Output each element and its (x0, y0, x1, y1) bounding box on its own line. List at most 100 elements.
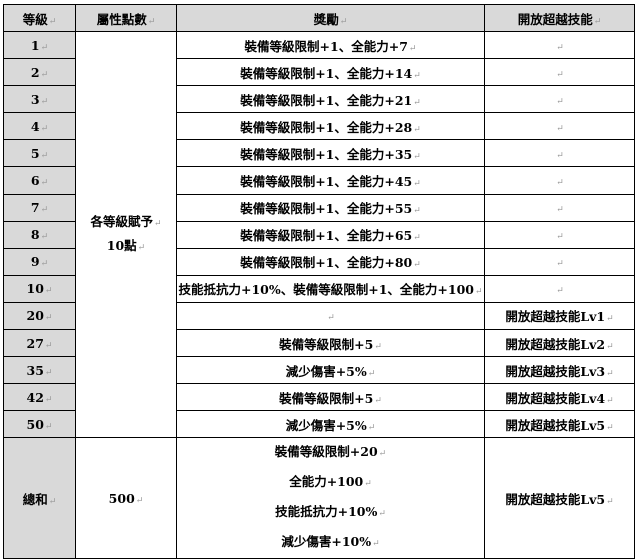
reward-cell: 裝備等級限制+1、全能力+21 (176, 85, 485, 114)
reward-text: 裝備等級限制+1、全能力+55 (240, 201, 421, 216)
reward-text: 裝備等級限制+1、全能力+14 (240, 66, 421, 81)
skill-text (555, 119, 564, 134)
level-text: 10 (27, 281, 53, 296)
skill-text (555, 146, 564, 161)
reward-cell: 減少傷害+5% (176, 410, 485, 439)
header-skill-text: 開放超越技能 (518, 12, 602, 27)
skill-cell (484, 139, 635, 168)
level-rewards-table: 等級 屬性點數 獎勵 開放超越技能 1各等級賦予10點裝備等級限制+1、全能力+… (3, 4, 635, 559)
reward-cell: 裝備等級限制+1、全能力+14 (176, 58, 485, 87)
level-text: 7 (31, 200, 48, 215)
skill-cell (484, 30, 635, 60)
level-text: 50 (27, 417, 53, 432)
reward-text: 裝備等級限制+1、全能力+80 (240, 255, 421, 270)
header-level-text: 等級 (23, 12, 57, 27)
total-points: 500 (75, 437, 177, 559)
attribute-points-cell: 各等級賦予10點 (75, 30, 177, 439)
level-cell: 8 (3, 220, 76, 249)
level-cell: 9 (3, 247, 76, 276)
skill-cell (484, 85, 635, 114)
reward-cell: 裝備等級限制+1、全能力+45 (176, 166, 485, 195)
skill-text (555, 38, 564, 53)
table-row: 6 裝備等級限制+1、全能力+45 (3, 166, 635, 195)
skill-cell: 開放超越技能Lv4 (484, 383, 635, 412)
level-text: 5 (31, 146, 48, 161)
total-skill: 開放超越技能Lv5 (484, 437, 635, 559)
header-attribute-points-text: 屬性點數 (97, 12, 156, 27)
level-text: 42 (27, 390, 53, 405)
reward-text: 裝備等級限制+1、全能力+7 (245, 39, 417, 54)
reward-cell: 裝備等級限制+1、全能力+28 (176, 112, 485, 141)
level-cell: 10 (3, 274, 76, 303)
table-row: 3 裝備等級限制+1、全能力+21 (3, 85, 635, 114)
reward-cell: 裝備等級限制+1、全能力+80 (176, 247, 485, 276)
reward-cell: 減少傷害+5% (176, 356, 485, 385)
table-row: 9 裝備等級限制+1、全能力+80 (3, 247, 635, 276)
level-cell: 2 (3, 58, 76, 87)
table-row: 50 減少傷害+5% 開放超越技能Lv5 (3, 410, 635, 439)
skill-text: 開放超越技能Lv4 (505, 391, 613, 406)
level-cell: 35 (3, 356, 76, 385)
level-cell: 7 (3, 193, 76, 222)
total-reward-line: 全能力+100 (178, 468, 484, 498)
reward-text: 減少傷害+5% (286, 364, 376, 379)
total-label-text: 總和 (23, 492, 57, 507)
reward-cell: 技能抵抗力+10%、裝備等級限制+1、全能力+100 (176, 274, 485, 303)
skill-text: 開放超越技能Lv5 (505, 418, 613, 433)
total-points-text: 500 (109, 491, 144, 506)
reward-cell: 裝備等級限制+1、全能力+35 (176, 139, 485, 168)
skill-cell: 開放超越技能Lv2 (484, 329, 635, 358)
level-text: 6 (31, 173, 48, 188)
total-label: 總和 (3, 437, 76, 559)
reward-cell: 裝備等級限制+1、全能力+55 (176, 193, 485, 222)
level-cell: 1 (3, 30, 76, 60)
reward-text: 裝備等級限制+5 (279, 391, 382, 406)
header-row: 等級 屬性點數 獎勵 開放超越技能 (3, 4, 635, 32)
reward-text: 減少傷害+5% (286, 418, 376, 433)
table-row: 20 開放超越技能Lv1 (3, 301, 635, 331)
level-cell: 4 (3, 112, 76, 141)
skill-text (555, 173, 564, 188)
reward-cell: 裝備等級限制+1、全能力+7 (176, 30, 485, 60)
level-text: 2 (31, 65, 48, 80)
reward-cell: 裝備等級限制+5 (176, 329, 485, 358)
reward-text (326, 308, 335, 323)
reward-text: 裝備等級限制+1、全能力+21 (240, 93, 421, 108)
level-text: 3 (31, 92, 48, 107)
level-cell: 42 (3, 383, 76, 412)
skill-cell (484, 247, 635, 276)
level-text: 4 (31, 119, 48, 134)
skill-cell: 開放超越技能Lv5 (484, 410, 635, 439)
skill-cell (484, 220, 635, 249)
skill-cell: 開放超越技能Lv1 (484, 301, 635, 331)
attribute-points-line: 10點 (77, 235, 176, 259)
header-level: 等級 (3, 4, 76, 32)
attribute-points-line: 各等級賦予 (77, 211, 176, 235)
skill-text (555, 65, 564, 80)
skill-text: 開放超越技能Lv3 (505, 364, 613, 379)
table-row: 5 裝備等級限制+1、全能力+35 (3, 139, 635, 168)
table-row: 10 技能抵抗力+10%、裝備等級限制+1、全能力+100 (3, 274, 635, 303)
level-text: 8 (31, 227, 48, 242)
reward-text: 裝備等級限制+1、全能力+28 (240, 120, 421, 135)
skill-text: 開放超越技能Lv2 (505, 337, 613, 352)
table-row: 27 裝備等級限制+5 開放超越技能Lv2 (3, 329, 635, 358)
table-body: 1 各等級賦予10點 裝備等級限制+1、全能力+7 2 裝備等級限制+1、全能力+14 3… (3, 30, 635, 559)
table-row: 42 裝備等級限制+5 開放超越技能Lv4 (3, 383, 635, 412)
header-reward: 獎勵 (176, 4, 485, 32)
reward-cell: 裝備等級限制+5 (176, 383, 485, 412)
table-row: 1 各等級賦予10點 裝備等級限制+1、全能力+7 (3, 30, 635, 439)
table-row: 8 裝備等級限制+1、全能力+65 (3, 220, 635, 249)
skill-text (555, 92, 564, 107)
reward-cell: 裝備等級限制+1、全能力+65 (176, 220, 485, 249)
reward-text: 裝備等級限制+5 (279, 337, 382, 352)
skill-cell (484, 193, 635, 222)
table-row: 4 裝備等級限制+1、全能力+28 (3, 112, 635, 141)
total-rewards: 裝備等級限制+20 全能力+100 技能抵抗力+10% 減少傷害+10% (176, 437, 485, 559)
level-cell: 3 (3, 85, 76, 114)
level-text: 35 (27, 363, 53, 378)
level-text: 20 (27, 308, 53, 323)
skill-cell (484, 166, 635, 195)
level-cell: 5 (3, 139, 76, 168)
total-skill-text: 開放超越技能Lv5 (505, 492, 613, 507)
